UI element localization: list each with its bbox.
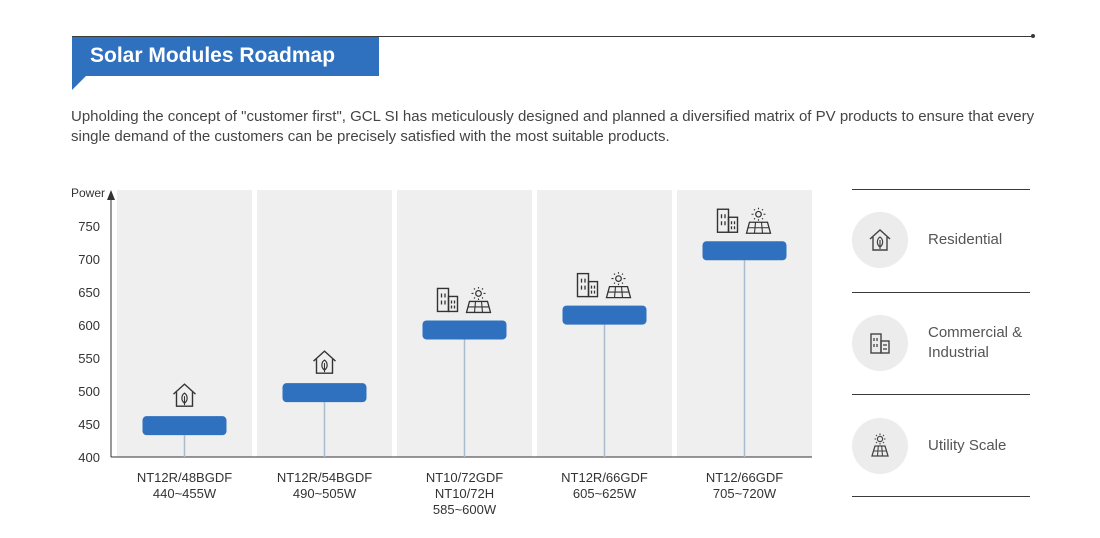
- y-axis-arrow: [107, 190, 115, 200]
- solar-panel-icon: [755, 210, 762, 218]
- y-tick-label: 500: [78, 384, 100, 399]
- x-tick-label: NT10/72H: [435, 486, 494, 501]
- legend-divider: [852, 394, 1030, 395]
- commercial-building-icon: [587, 280, 599, 298]
- range-label: 490~505W: [293, 486, 357, 501]
- range-bar: [562, 305, 647, 325]
- legend-item-utility: Utility Scale: [852, 418, 1030, 474]
- residential-house-icon: [313, 350, 336, 362]
- y-tick-label: 600: [78, 318, 100, 333]
- header-rule-dot: [1031, 34, 1035, 38]
- legend-divider: [852, 496, 1030, 497]
- commercial-building-icon: [447, 295, 459, 313]
- commercial-building-icon: [720, 214, 736, 230]
- solar-panel-icon: [468, 301, 489, 313]
- legend-divider: [852, 292, 1030, 293]
- range-label: 585~600W: [433, 502, 497, 517]
- title-banner-tail: [72, 76, 86, 90]
- residential-house-icon: [173, 383, 196, 395]
- x-tick-label: NT12R/66GDF: [561, 470, 648, 485]
- legend-label: Commercial &: [928, 324, 1023, 341]
- solar-panel-icon: [852, 418, 908, 474]
- legend-label: Utility Scale: [928, 437, 1007, 454]
- title-banner: [72, 37, 379, 76]
- legend-item-residential: Residential: [852, 212, 1030, 268]
- range-label: 705~720W: [713, 486, 777, 501]
- column-background: [117, 190, 252, 457]
- commercial-building-icon: [580, 278, 596, 294]
- residential-house-icon: [852, 212, 908, 268]
- range-label: 440~455W: [153, 486, 217, 501]
- range-bar: [422, 320, 507, 340]
- solar-panel-icon: [615, 275, 622, 283]
- y-tick-label: 750: [78, 219, 100, 234]
- commercial-building-icon: [440, 293, 456, 309]
- y-tick-label: 700: [78, 252, 100, 267]
- x-tick-label: NT12/66GDF: [706, 470, 783, 485]
- residential-house-icon: [321, 359, 328, 371]
- y-tick-label: 650: [78, 285, 100, 300]
- page-title: Solar Modules Roadmap: [90, 44, 336, 67]
- solar-panel-icon: [471, 286, 486, 300]
- legend-item-commercial: Commercial & Industrial: [852, 315, 1030, 371]
- commercial-building-icon: [727, 216, 739, 233]
- y-tick-label: 550: [78, 351, 100, 366]
- range-bar: [142, 416, 227, 436]
- y-tick-label: 450: [78, 417, 100, 432]
- legend-label: Industrial: [928, 344, 989, 361]
- residential-house-icon: [181, 392, 188, 404]
- x-tick-label: NT12R/54BGDF: [277, 470, 372, 485]
- residential-house-icon: [315, 359, 334, 374]
- commercial-building-icon: [852, 315, 908, 371]
- legend-divider: [852, 189, 1030, 190]
- solar-panel-icon: [475, 290, 482, 297]
- solar-panel-icon: [611, 272, 626, 286]
- y-tick-label: 400: [78, 450, 100, 465]
- header-rule: [72, 36, 1034, 37]
- x-tick-label: NT10/72GDF: [426, 470, 503, 485]
- range-bar: [282, 383, 367, 403]
- residential-house-icon: [175, 392, 194, 407]
- solar-panel-icon: [751, 207, 766, 221]
- solar-panel-icon: [748, 222, 769, 234]
- solar-panel-icon: [608, 286, 629, 298]
- intro-paragraph: Upholding the concept of "customer first…: [71, 108, 1035, 145]
- range-bar: [702, 241, 787, 261]
- range-label: 605~625W: [573, 486, 637, 501]
- x-tick-label: NT12R/48BGDF: [137, 470, 232, 485]
- legend-label: Residential: [928, 231, 1003, 248]
- y-axis-label: Power: [71, 186, 105, 200]
